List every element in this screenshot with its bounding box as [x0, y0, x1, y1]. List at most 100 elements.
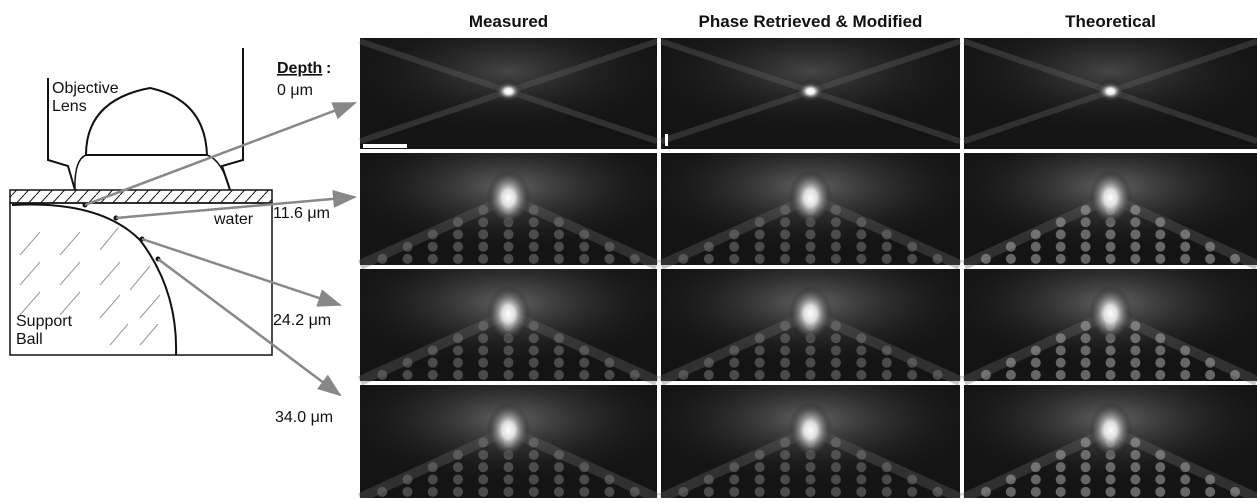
- fringe-dot: [1130, 205, 1140, 215]
- fringe-dot: [882, 345, 892, 355]
- fringe-dot: [1155, 370, 1165, 380]
- fringe-dot: [453, 450, 463, 460]
- fringe-dot: [478, 254, 488, 264]
- fringe-dot: [780, 217, 790, 227]
- fringe-dot: [933, 370, 943, 380]
- fringe-dot: [1130, 370, 1140, 380]
- fringe-dot: [504, 462, 514, 472]
- psf-image: [360, 385, 657, 498]
- fringe-dot: [453, 333, 463, 343]
- coverslip: [10, 190, 272, 203]
- objective-housing: [222, 48, 243, 190]
- scale-bar: [363, 144, 407, 148]
- fringe-dot: [806, 242, 816, 252]
- fringe-dot: [1081, 487, 1091, 497]
- fringe-dot: [1205, 358, 1215, 368]
- fringe-dot: [704, 254, 714, 264]
- fringe-dot: [453, 370, 463, 380]
- fringe-dot: [831, 462, 841, 472]
- fringe-dot: [377, 370, 387, 380]
- fringe-dot: [1056, 242, 1066, 252]
- fringe-dot: [1106, 370, 1116, 380]
- fringe-dot: [704, 242, 714, 252]
- objective-label: Objective: [52, 80, 119, 97]
- fringe-dot: [1056, 345, 1066, 355]
- fringe-dot: [478, 438, 488, 448]
- fringe-dot: [907, 475, 917, 485]
- fringe-dot: [729, 487, 739, 497]
- fringe-dot: [678, 487, 688, 497]
- fringe-dot: [806, 462, 816, 472]
- fringe-dot: [478, 358, 488, 368]
- fringe-dot: [1130, 345, 1140, 355]
- fringe-dot: [856, 254, 866, 264]
- fringe-dot: [504, 358, 514, 368]
- fringe-dot: [504, 487, 514, 497]
- fringe-dot: [1081, 242, 1091, 252]
- fringe-dot: [579, 242, 589, 252]
- fringe-dot: [1155, 475, 1165, 485]
- fringe-dot: [428, 370, 438, 380]
- focal-spot: [789, 402, 833, 458]
- fringe-dot: [1130, 358, 1140, 368]
- fringe-dot: [1205, 242, 1215, 252]
- fringe-dot: [755, 358, 765, 368]
- fringe-dot: [1180, 462, 1190, 472]
- fringe-dot: [453, 358, 463, 368]
- fringe-dot: [604, 358, 614, 368]
- psf-image: [964, 385, 1257, 498]
- fringe-dot: [1081, 345, 1091, 355]
- fringe-dot: [1081, 370, 1091, 380]
- fringe-dot: [704, 487, 714, 497]
- fringe-dot: [453, 242, 463, 252]
- fringe-dot: [554, 242, 564, 252]
- fringe-dot: [478, 333, 488, 343]
- fringe-dot: [1081, 358, 1091, 368]
- fringe-dot: [780, 254, 790, 264]
- fringe-dot: [1106, 462, 1116, 472]
- fringe-dot: [1031, 462, 1041, 472]
- focal-spot: [487, 286, 531, 342]
- fringe-dot: [1155, 217, 1165, 227]
- fringe-dot: [1180, 242, 1190, 252]
- fringe-dot: [780, 205, 790, 215]
- fringe-dot: [453, 487, 463, 497]
- fringe-dot: [678, 254, 688, 264]
- fringe-dot: [554, 450, 564, 460]
- fringe-dot: [806, 487, 816, 497]
- fringe-dot: [529, 358, 539, 368]
- fringe-dot: [604, 370, 614, 380]
- fringe-dot: [1230, 487, 1240, 497]
- fringe-dot: [856, 217, 866, 227]
- fringe-dot: [1081, 450, 1091, 460]
- fringe-dot: [1180, 229, 1190, 239]
- fringe-dot: [529, 229, 539, 239]
- fringe-dot: [1230, 370, 1240, 380]
- fringe-dot: [729, 358, 739, 368]
- fringe-dot: [504, 475, 514, 485]
- fringe-dot: [755, 450, 765, 460]
- fringe-dot: [403, 487, 413, 497]
- fringe-dot: [806, 345, 816, 355]
- depth-label: 24.2 μm: [273, 312, 331, 329]
- fringe-dot: [1130, 254, 1140, 264]
- fringe-dot: [806, 370, 816, 380]
- fringe-dot: [806, 229, 816, 239]
- focal-spot: [795, 79, 827, 103]
- fringe-dot: [678, 370, 688, 380]
- fringe-dot: [1056, 254, 1066, 264]
- fringe-dot: [403, 242, 413, 252]
- fringe-dot: [1205, 254, 1215, 264]
- fringe-dot: [780, 345, 790, 355]
- fringe-dot: [831, 345, 841, 355]
- ball-label: Support: [16, 313, 73, 330]
- fringe-dot: [1056, 358, 1066, 368]
- fringe-dot: [856, 242, 866, 252]
- fringe-dot: [1006, 370, 1016, 380]
- fringe-dot: [1130, 217, 1140, 227]
- fringe-dot: [831, 205, 841, 215]
- fringe-dot: [907, 370, 917, 380]
- fringe-dot: [1056, 217, 1066, 227]
- fringe-dot: [1155, 242, 1165, 252]
- fringe-dot: [831, 487, 841, 497]
